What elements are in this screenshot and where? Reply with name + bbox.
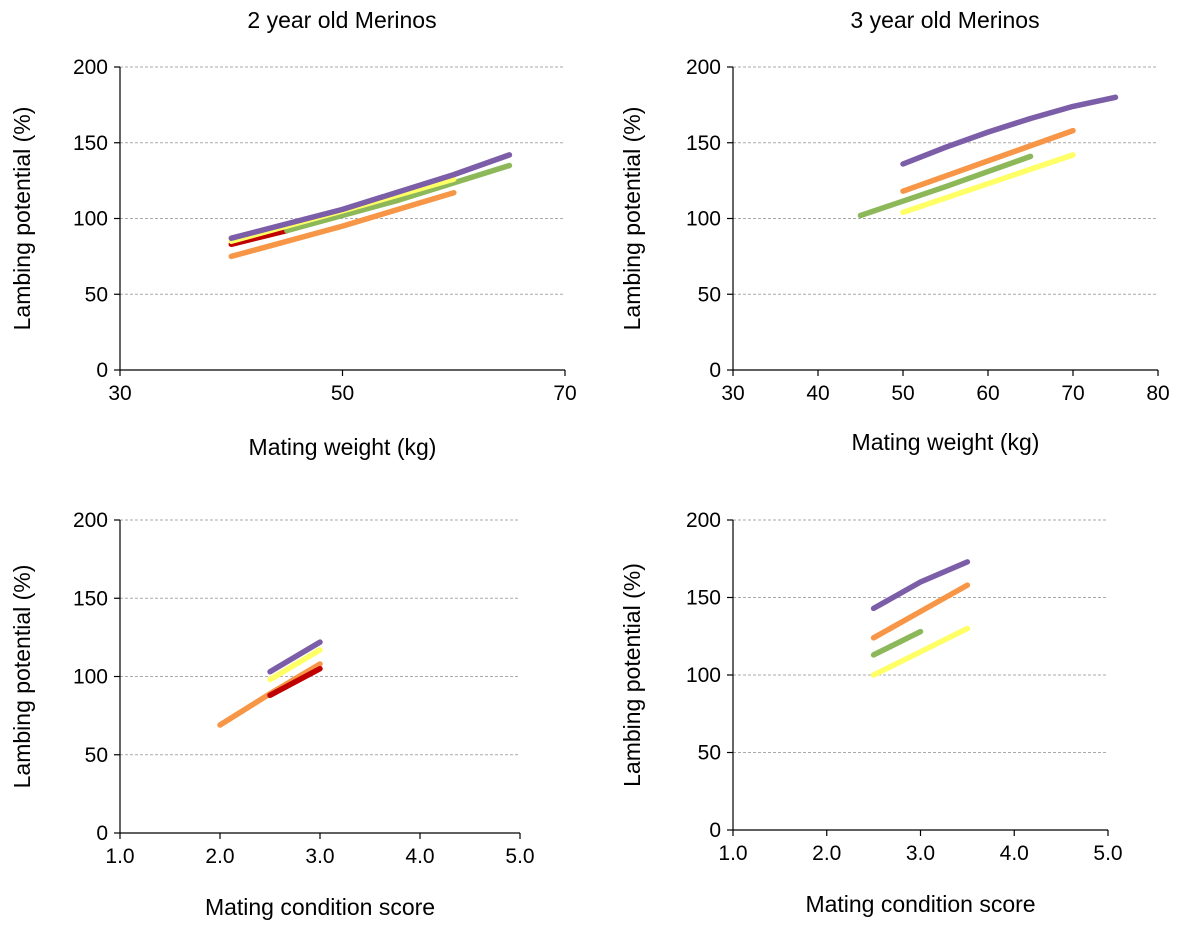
x-tick-label: 60: [976, 382, 999, 405]
x-axis-label: Mating condition score: [805, 891, 1035, 917]
y-tick-label: 0: [709, 819, 721, 842]
column-title-3yo: 3 year old Merinos: [850, 7, 1039, 33]
series-line-orange: [900, 127, 1076, 194]
x-tick-label: 2.0: [812, 842, 841, 865]
series-line-green: [870, 628, 924, 658]
y-tick-label: 150: [686, 132, 721, 155]
x-tick-label: 50: [331, 382, 354, 405]
y-tick-label: 0: [96, 359, 108, 382]
series-line-green: [284, 162, 513, 234]
x-tick-label: 80: [1146, 382, 1169, 405]
x-tick-label: 40: [806, 382, 829, 405]
y-tick-label: 200: [73, 509, 108, 532]
chart-panel-3yo-weight: 0 50 100 150 200 30 40 50 60 70 80 Mating weight (k…: [619, 56, 1170, 455]
x-axis-label: Mating weight (kg): [249, 434, 437, 460]
x-axis-label: Mating weight (kg): [852, 429, 1040, 455]
y-axis-label: Lambing potential (%): [619, 107, 645, 331]
chart-panel-2yo-weight: 0 50 100 150 200 30 50 70 Mating weight (kg) Lamb…: [9, 56, 577, 460]
x-tick-label: 5.0: [1093, 842, 1122, 865]
x-tick-label: 5.0: [505, 845, 534, 868]
x-tick-label: 1.0: [105, 845, 134, 868]
series-line-purple: [900, 94, 1119, 167]
y-tick-label: 150: [73, 132, 108, 155]
y-tick-label: 100: [686, 208, 721, 231]
y-tick-label: 50: [85, 283, 108, 306]
series-line-purple: [870, 559, 971, 612]
x-tick-label: 30: [108, 382, 131, 405]
x-tick-label: 30: [721, 382, 744, 405]
series-line-yellow: [870, 625, 971, 678]
y-tick-label: 100: [686, 664, 721, 687]
y-tick-label: 0: [96, 822, 108, 845]
y-tick-label: 200: [686, 509, 721, 532]
x-tick-label: 70: [1061, 382, 1084, 405]
column-title-2yo: 2 year old Merinos: [247, 7, 436, 33]
y-tick-label: 150: [73, 587, 108, 610]
y-tick-label: 200: [686, 56, 721, 79]
x-tick-label: 4.0: [1000, 842, 1029, 865]
y-tick-label: 50: [698, 742, 721, 765]
y-tick-label: 150: [686, 587, 721, 610]
y-tick-label: 100: [73, 208, 108, 231]
chart-panel-3yo-condition: 0 50 100 150 200 1.0 2.0 3.0 4.0 5.0 Mating condit…: [619, 509, 1123, 917]
y-tick-label: 200: [73, 56, 108, 79]
y-axis-label: Lambing potential (%): [9, 107, 35, 331]
series-line-purple: [228, 152, 513, 241]
y-tick-label: 0: [709, 359, 721, 382]
y-axis-label: Lambing potential (%): [9, 565, 35, 789]
x-tick-label: 4.0: [405, 845, 434, 868]
series-line-orange: [870, 582, 971, 641]
y-tick-label: 50: [85, 744, 108, 767]
x-tick-label: 1.0: [718, 842, 747, 865]
x-tick-label: 70: [553, 382, 576, 405]
series-line-yellow: [900, 152, 1076, 216]
x-tick-label: 50: [891, 382, 914, 405]
series-line-green: [857, 153, 1034, 219]
x-axis-label: Mating condition score: [205, 894, 435, 920]
y-tick-label: 100: [73, 666, 108, 689]
y-tick-label: 50: [698, 283, 721, 306]
x-tick-label: 3.0: [906, 842, 935, 865]
series-line-red: [228, 227, 290, 248]
series-line-red: [267, 665, 323, 699]
series-line-yellow: [267, 647, 323, 683]
y-axis-label: Lambing potential (%): [619, 563, 645, 787]
x-tick-label: 2.0: [205, 845, 234, 868]
series-line-orange: [228, 189, 457, 260]
x-tick-label: 3.0: [305, 845, 334, 868]
series-line-purple: [267, 639, 323, 675]
chart-panel-2yo-condition: 0 50 100 150 200 1.0 2.0 3.0 4.0 5.0 Mating condit…: [9, 509, 535, 920]
